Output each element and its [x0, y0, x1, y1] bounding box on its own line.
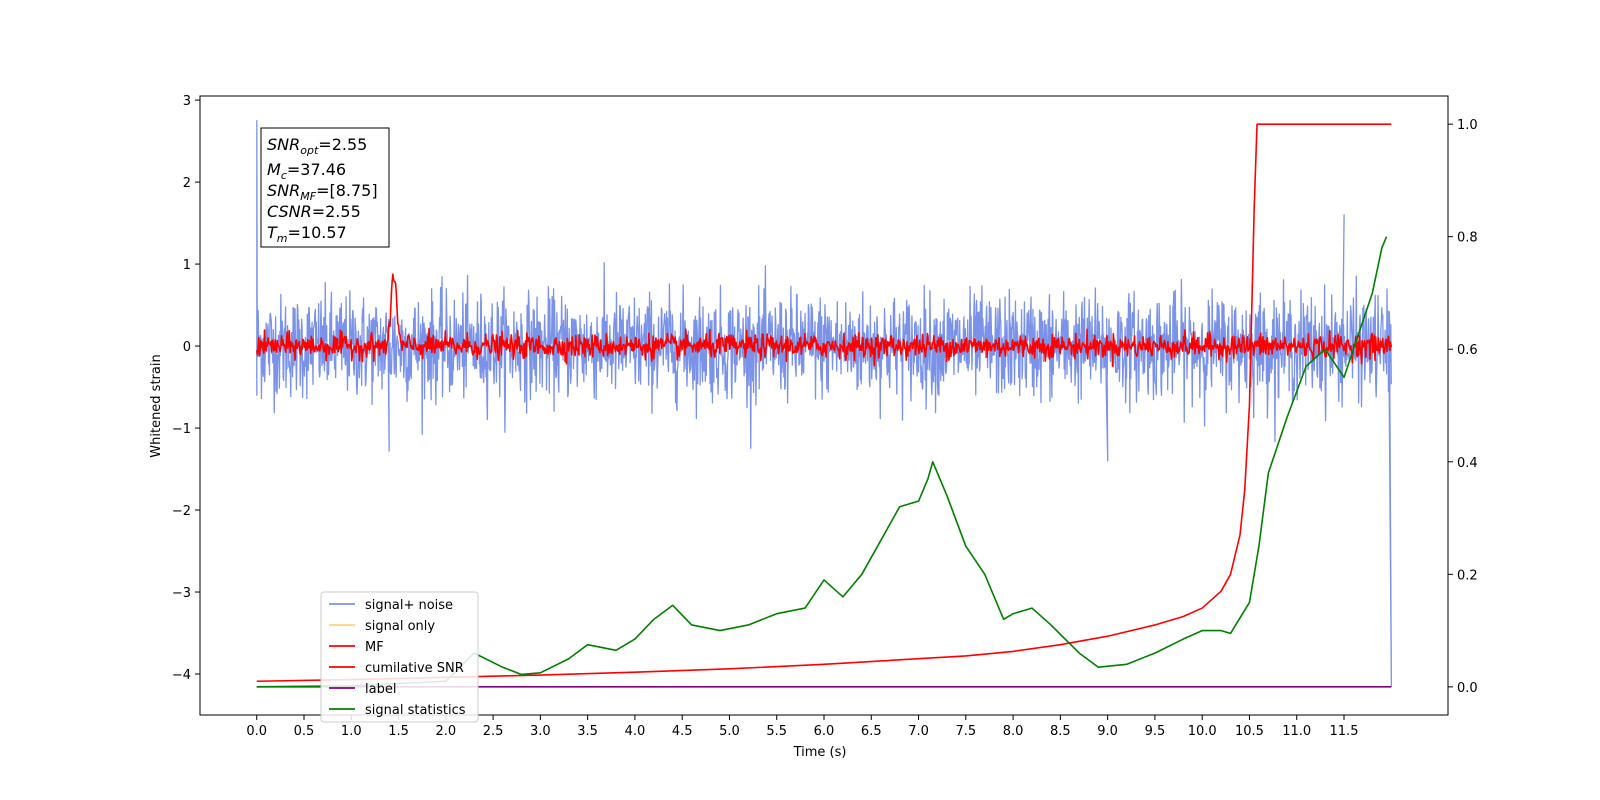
y-left-tick-label: 2 [183, 176, 191, 191]
x-tick-label: 11.0 [1282, 724, 1311, 739]
x-tick-label: 7.0 [908, 724, 929, 739]
x-axis: 0.0 0.5 1.0 1.5 2.0 2.5 3.0 3.5 4.0 4.5 5.0 5.5 6.0 6… [246, 715, 1358, 739]
x-tick-label: 4.5 [672, 724, 693, 739]
x-tick-label: 4.0 [625, 724, 646, 739]
info-box: SNRopt=2.55 Mc=37.46 SNRMF=[8.75] CSNR=2… [260, 127, 390, 248]
x-tick-label: 9.5 [1145, 724, 1166, 739]
x-tick-label: 8.5 [1050, 724, 1071, 739]
x-tick-label: 9.0 [1097, 724, 1118, 739]
x-tick-label: 2.0 [435, 724, 456, 739]
info-snr-mf: SNRMF=[8.75] [267, 181, 378, 203]
x-tick-label: 10.5 [1235, 724, 1264, 739]
y-axis-label: Whitened strain [149, 354, 164, 457]
legend-entry-label: label [365, 682, 396, 697]
x-tick-label: 11.5 [1330, 724, 1359, 739]
info-csnr: CSNR=2.55 [267, 202, 361, 221]
legend: signal+ noise signal only MF cumilative SNR… [320, 591, 479, 723]
series-cumulative-snr-line [256, 123, 1392, 683]
y-axis-right: 0.0 0.2 0.4 0.6 0.8 1.0 [1448, 118, 1478, 696]
x-tick-label: 3.5 [577, 724, 598, 739]
x-tick-label: 8.0 [1003, 724, 1024, 739]
y-left-tick-label: −3 [172, 586, 191, 601]
info-tm: Tm=10.57 [267, 223, 347, 245]
series-mf-line [255, 273, 1393, 367]
y-left-tick-label: 3 [183, 94, 191, 109]
x-tick-label: 1.0 [341, 724, 362, 739]
legend-entry-label: cumilative SNR [365, 661, 464, 676]
info-snr-opt: SNRopt=2.55 [267, 135, 367, 157]
series-signal-statistics-line [256, 236, 1388, 688]
y-right-tick-label: 0.8 [1457, 231, 1478, 246]
x-tick-label: 1.5 [388, 724, 409, 739]
x-tick-label: 2.5 [483, 724, 504, 739]
y-right-tick-label: 0.0 [1457, 681, 1478, 696]
y-left-tick-label: 0 [183, 340, 191, 355]
x-tick-label: 3.0 [530, 724, 551, 739]
x-tick-label: 0.5 [294, 724, 315, 739]
x-tick-label: 5.5 [766, 724, 787, 739]
y-right-tick-label: 1.0 [1457, 118, 1478, 133]
legend-entry-label: signal only [365, 619, 435, 634]
y-right-tick-label: 0.2 [1457, 568, 1478, 583]
y-left-tick-label: −1 [172, 422, 191, 437]
legend-entry-label: signal+ noise [365, 598, 453, 613]
x-tick-label: 6.5 [861, 724, 882, 739]
y-left-tick-label: −2 [172, 504, 191, 519]
series-signal-noise-line [256, 119, 1393, 687]
x-tick-label: 6.0 [814, 724, 835, 739]
legend-entry-label: signal statistics [365, 703, 466, 718]
y-right-tick-label: 0.6 [1457, 343, 1478, 358]
y-right-tick-label: 0.4 [1457, 456, 1478, 471]
info-mc: Mc=37.46 [267, 160, 346, 182]
x-tick-label: 5.0 [719, 724, 740, 739]
y-left-tick-label: −4 [172, 668, 191, 683]
y-axis-left: 3 2 1 0 −1 −2 −3 −4 [172, 94, 200, 683]
legend-entry-label: MF [365, 640, 384, 655]
x-tick-label: 7.5 [955, 724, 976, 739]
y-left-tick-label: 1 [183, 258, 191, 273]
x-axis-label: Time (s) [793, 745, 847, 760]
x-tick-label: 0.0 [246, 724, 267, 739]
x-tick-label: 10.0 [1188, 724, 1217, 739]
